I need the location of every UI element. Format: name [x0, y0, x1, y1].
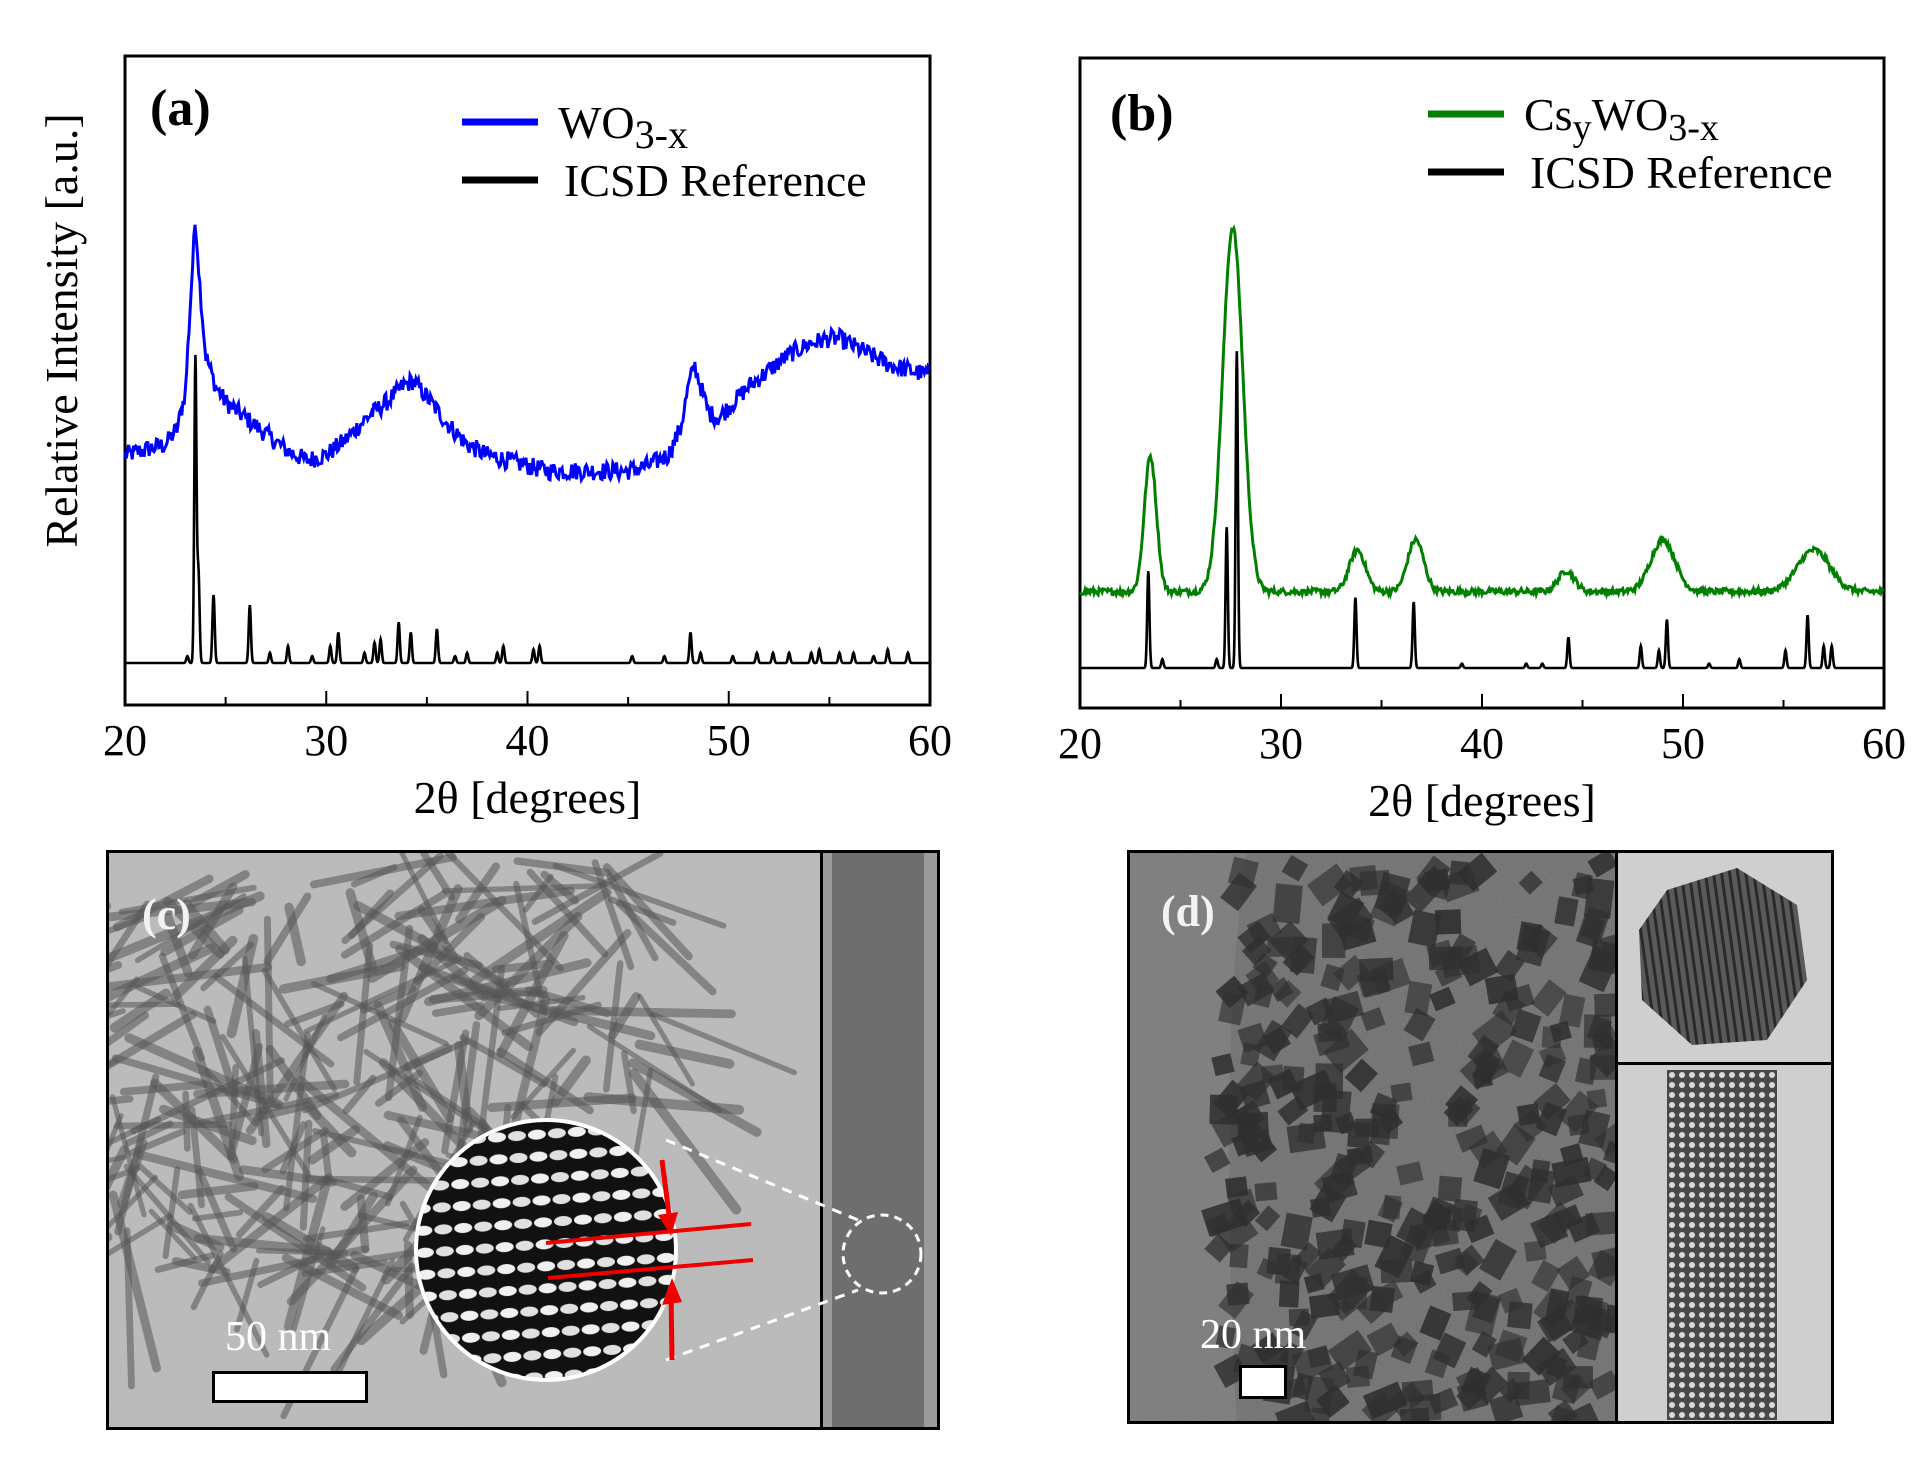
panel-d-scale-label: 20 nm [1200, 1312, 1307, 1358]
panel-label: (b) [1110, 85, 1174, 142]
y-axis-label: Relative Intensity [a.u.] [36, 113, 87, 547]
panel-c-label: (c) [142, 890, 191, 939]
x-tick-label: 40 [1460, 719, 1504, 768]
legend-label: ICSD Reference [564, 155, 867, 206]
legend-label: WO3-x [558, 97, 688, 157]
panel-c-scale-label: 50 nm [225, 1314, 332, 1360]
panel-c-tem-image: (c) 50 nm [106, 850, 940, 1430]
legend-label: ICSD Reference [1530, 147, 1833, 198]
series-csywo3-x [1079, 224, 1884, 601]
x-axis-label: 2θ [degrees] [414, 772, 642, 823]
xrd-charts: (a) 20 30 40 50 60 2θ [degrees] Relative Intens… [36, 54, 1906, 826]
x-tick-label: 20 [1058, 719, 1102, 768]
x-axis-label: 2θ [degrees] [1368, 775, 1596, 826]
x-tick-label: 60 [1862, 719, 1906, 768]
x-tick-label: 20 [103, 716, 147, 765]
x-tick-label: 30 [1259, 719, 1303, 768]
panel-c-scale-bar [212, 1371, 368, 1403]
x-tick-label: 40 [506, 716, 550, 765]
panel-label: (a) [150, 80, 211, 137]
x-tick-label: 60 [908, 716, 952, 765]
plot-frame [123, 54, 932, 707]
panel-d-label: (d) [1161, 887, 1215, 936]
panel-a: (a) 20 30 40 50 60 2θ [degrees] Relative Intens… [36, 54, 952, 823]
panel-d-scale-bar [1239, 1365, 1287, 1399]
series-wo3-x [123, 224, 931, 485]
x-tick-label: 30 [304, 716, 348, 765]
panel-d-tem-image: (d) 20 nm [1127, 850, 1834, 1424]
series-icsd-reference [125, 354, 930, 665]
series-icsd-reference [1080, 351, 1884, 670]
x-tick-label: 50 [1661, 719, 1705, 768]
x-tick-label: 50 [707, 716, 751, 765]
legend-label: CsyWO3-x [1524, 89, 1719, 149]
